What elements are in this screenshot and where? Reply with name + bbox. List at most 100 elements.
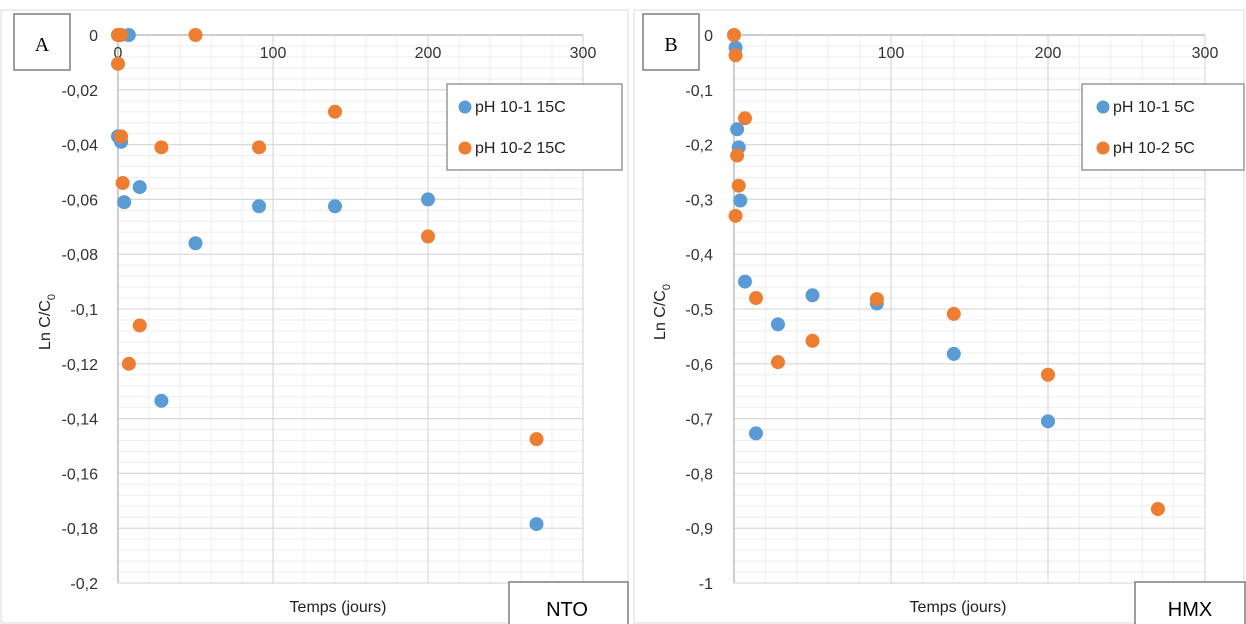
y-tick-label: -0,6	[685, 357, 713, 374]
data-point-series-1	[421, 192, 435, 207]
x-tick-label: 200	[1035, 45, 1062, 62]
data-point-series-2	[132, 318, 147, 333]
y-tick-label: -0,1	[685, 83, 713, 100]
y-tick-label: -1	[699, 576, 713, 593]
compound-tag-b: HMX	[1134, 581, 1246, 624]
data-point-series-2	[770, 355, 785, 370]
legend-b-label-2: pH 10-2 5C	[1113, 140, 1195, 157]
y-tick-label: -0,3	[685, 192, 713, 209]
x-axis-label-b: Temps (jours)	[910, 599, 1007, 616]
data-point-series-1	[132, 180, 147, 195]
y-tick-label: -0,06	[62, 192, 99, 209]
compound-tag-a-label: NTO	[546, 599, 588, 621]
data-point-series-1	[188, 236, 203, 251]
panel-a-tag-label: A	[35, 34, 50, 56]
legend-a-label-2: pH 10-2 15C	[475, 140, 566, 157]
chart-panel-a: 0 -0,02 -0,04 -0,06 -0,08 -0,1 -0,12 -0,14 -0,16…	[13, 13, 629, 624]
legend-b-frame	[1081, 83, 1245, 171]
data-point-series-2	[529, 432, 544, 447]
data-point-series-1	[730, 122, 745, 137]
panel-a-tag: A	[13, 13, 71, 71]
data-point-series-2	[731, 178, 746, 193]
data-point-series-2	[946, 306, 961, 321]
x-tick-label: 0	[114, 45, 123, 62]
y-tick-label: -0,8	[685, 466, 713, 483]
data-point-series-2	[328, 104, 342, 119]
data-point-series-2	[114, 28, 129, 42]
data-point-series-2	[805, 333, 820, 348]
data-point-series-2	[114, 129, 129, 144]
data-point-series-1	[733, 193, 748, 208]
legend-b-label-1: pH 10-1 5C	[1113, 99, 1195, 116]
panel-b-tag: B	[642, 13, 700, 71]
data-point-series-1	[1041, 414, 1055, 429]
data-point-series-1	[748, 426, 763, 441]
compound-tag-a-frame	[508, 581, 629, 624]
panel-b-tag-frame	[642, 13, 700, 71]
x-tick-label: 200	[415, 45, 442, 62]
panel-a-tag-frame	[13, 13, 71, 71]
data-point-series-1	[529, 517, 544, 532]
compound-tag-a: NTO	[508, 581, 629, 624]
data-point-series-2	[869, 292, 884, 307]
data-point-series-2	[748, 291, 763, 306]
data-point-series-2	[115, 175, 130, 190]
data-point-series-2	[252, 140, 267, 155]
x-axis-label-a: Temps (jours)	[290, 599, 387, 616]
data-point-series-1	[737, 274, 752, 289]
legend-b: pH 10-1 5C pH 10-2 5C	[1081, 83, 1245, 171]
data-point-series-1	[805, 288, 820, 303]
data-point-series-1	[946, 346, 961, 361]
data-point-series-2	[1041, 367, 1055, 382]
y-axis-label-a: Ln C/C0	[37, 294, 58, 350]
data-point-series-2	[188, 28, 203, 42]
y-tick-label: -0,16	[62, 466, 99, 483]
data-point-series-2	[737, 111, 752, 126]
x-tick-label: 100	[878, 45, 905, 62]
legend-b-marker-1	[1096, 100, 1110, 114]
legend-a-label-1: pH 10-1 15C	[475, 99, 566, 116]
data-point-series-1	[117, 195, 132, 210]
data-point-series-1	[154, 393, 169, 408]
x-tick-label: 300	[1192, 45, 1219, 62]
y-tick-label: -0,9	[685, 521, 713, 538]
y-axis-label-b: Ln C/C0	[652, 284, 673, 340]
data-point-series-2	[121, 356, 136, 371]
y-tick-label: 0	[89, 28, 98, 45]
data-point-series-2	[727, 28, 741, 42]
tick-labels-a: 0 -0,02 -0,04 -0,06 -0,08 -0,1 -0,12 -0,14 -0,16…	[62, 28, 597, 593]
y-tick-label: -0,4	[685, 247, 713, 264]
tick-labels-b: 0-0,1-0,2-0,3-0,4-0,5-0,6-0,7-0,8-0,9-10…	[685, 28, 1218, 593]
y-tick-label: -0,2	[685, 138, 713, 155]
data-point-series-2	[728, 48, 743, 63]
x-tick-label: 300	[570, 45, 597, 62]
y-tick-label: -0,14	[62, 412, 99, 429]
data-point-series-2	[421, 229, 435, 244]
y-tick-label: -0,7	[685, 412, 713, 429]
panel-b-tag-label: B	[664, 34, 677, 56]
y-tick-label: -0,04	[62, 138, 99, 155]
compound-tag-b-label: HMX	[1168, 599, 1212, 621]
legend-a-marker-2	[458, 141, 472, 155]
data-point-series-2	[730, 148, 745, 163]
y-tick-label: -0,2	[70, 576, 98, 593]
legend-a-frame	[446, 83, 623, 171]
data-point-series-2	[111, 56, 125, 71]
data-point-series-1	[252, 199, 267, 214]
data-point-series-2	[154, 140, 169, 155]
legend-b-marker-2	[1096, 141, 1110, 155]
data-point-series-1	[328, 199, 342, 214]
data-points-a	[111, 28, 544, 532]
y-tick-label: 0	[704, 28, 713, 45]
y-tick-label: -0,5	[685, 302, 713, 319]
data-points-b	[727, 28, 1165, 517]
data-point-series-1	[770, 317, 785, 332]
data-point-series-2	[728, 208, 743, 223]
y-tick-label: -0,1	[70, 302, 98, 319]
data-point-series-2	[1150, 502, 1165, 517]
chart-panel-b: 0-0,1-0,2-0,3-0,4-0,5-0,6-0,7-0,8-0,9-10…	[642, 13, 1246, 624]
legend-a: pH 10-1 15C pH 10-2 15C	[446, 83, 623, 171]
x-tick-label: 100	[260, 45, 287, 62]
legend-a-marker-1	[458, 100, 472, 114]
